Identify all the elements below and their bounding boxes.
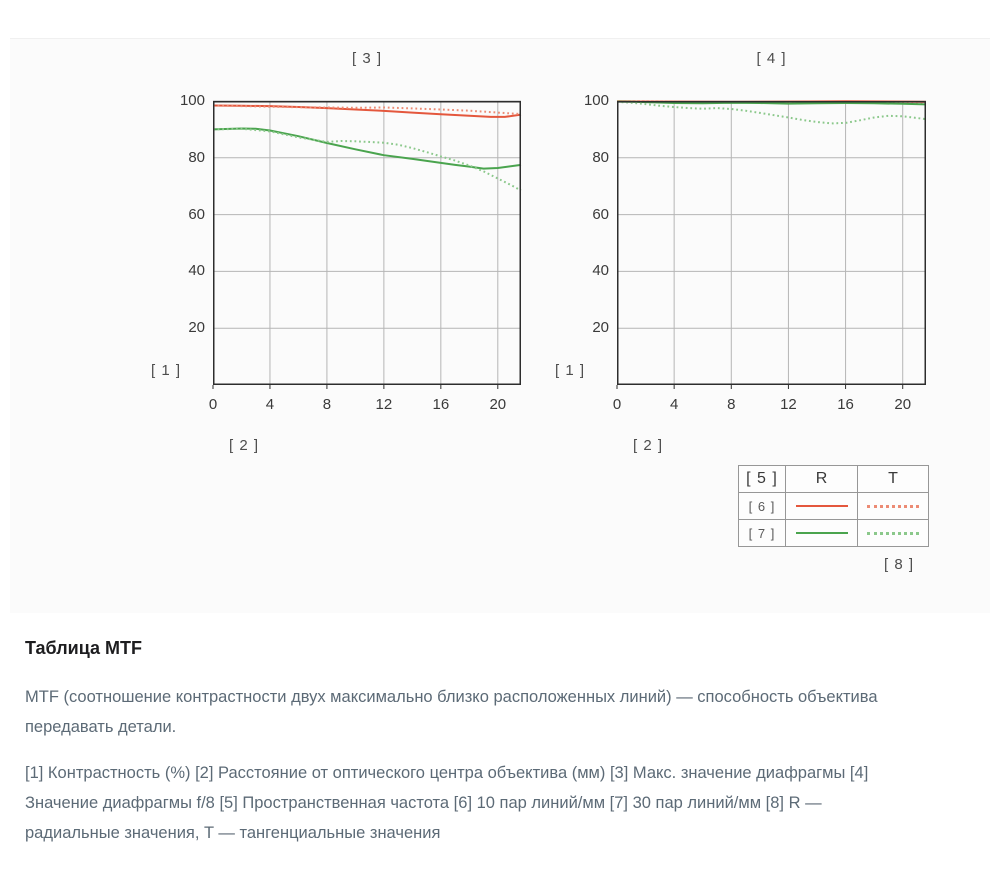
y-tick-label: 20 (188, 319, 205, 337)
x-axis-tag-2: [ 2 ] (632, 437, 663, 454)
series-dotted-8bc88b (212, 127, 522, 192)
x-tick-label: 16 (837, 396, 854, 413)
x-tick-label: 20 (894, 396, 912, 413)
legend-row6-dotted-swatch (857, 492, 929, 520)
red-dotted-line-swatch (867, 504, 919, 508)
chart-title-2: [ 4 ] (756, 50, 787, 67)
y-tick-label: 60 (188, 205, 205, 223)
legend-row-10lpmm: [ 6 ] (738, 492, 929, 520)
y-axis-tag-1: [ 1 ] (150, 362, 181, 379)
chart-title-1: [ 3 ] (351, 50, 382, 67)
mtf-description-paragraph: MTF (соотношение контрастности двух макс… (25, 688, 878, 736)
series-dotted-ec8b74 (212, 104, 522, 116)
legend-row7-label: [ 7 ] (738, 519, 786, 547)
legend-header-frequency: [ 5 ] (738, 465, 786, 493)
y-axis-tag-2: [ 1 ] (554, 362, 585, 379)
x-tick-label: 4 (669, 396, 679, 413)
series-dotted-8bc88b (616, 100, 927, 125)
plot-border (617, 101, 926, 385)
y-tick-label: 40 (188, 262, 205, 280)
x-tick-label: 8 (322, 396, 332, 413)
plot-border (213, 101, 521, 385)
y-tick-label: 40 (592, 262, 609, 280)
x-tick-label: 12 (780, 396, 797, 413)
green-solid-line-swatch (795, 532, 848, 534)
x-tick-label: 4 (265, 396, 275, 413)
legend-row6-label: [ 6 ] (738, 492, 786, 520)
x-axis-tag-1: [ 2 ] (228, 437, 259, 454)
mtf-notation-paragraph: [1] Контрастность (%) [2] Расстояние от … (25, 764, 869, 842)
legend-table: [ 5 ] R T [ 6 ] [ 7 ] (738, 465, 929, 547)
legend-header-tangential: T (857, 465, 929, 493)
x-tick-label: 16 (432, 396, 450, 413)
green-dotted-line-swatch (867, 531, 919, 535)
legend-row7-dotted-swatch (857, 519, 929, 547)
x-tick-label: 20 (489, 396, 507, 413)
legend-row-30lpmm: [ 7 ] (738, 519, 929, 547)
x-tick-label: 8 (727, 396, 736, 413)
y-tick-label: 80 (188, 148, 205, 166)
x-tick-label: 0 (208, 396, 218, 413)
legend-row7-solid-swatch (785, 519, 858, 547)
series-solid-4aa44e (212, 127, 522, 170)
legend-row6-solid-swatch (785, 492, 858, 520)
x-tick-label: 0 (612, 396, 622, 413)
legend-footer-tag: [ 8 ] (883, 556, 914, 573)
series-solid-4aa44e (616, 100, 927, 106)
red-solid-line-swatch (795, 505, 848, 507)
y-tick-label: 60 (592, 205, 609, 223)
y-tick-label: 100 (179, 92, 205, 109)
mtf-plot-1 (212, 100, 522, 389)
legend-header-radial: R (785, 465, 858, 493)
mtf-plot-2 (616, 100, 927, 389)
y-tick-label: 20 (592, 319, 609, 337)
x-tick-label: 12 (375, 396, 393, 413)
y-tick-label: 80 (592, 148, 609, 166)
section-heading: Таблица MTF (25, 638, 143, 658)
y-tick-label: 100 (583, 92, 609, 109)
legend-header-row: [ 5 ] R T (738, 465, 929, 493)
